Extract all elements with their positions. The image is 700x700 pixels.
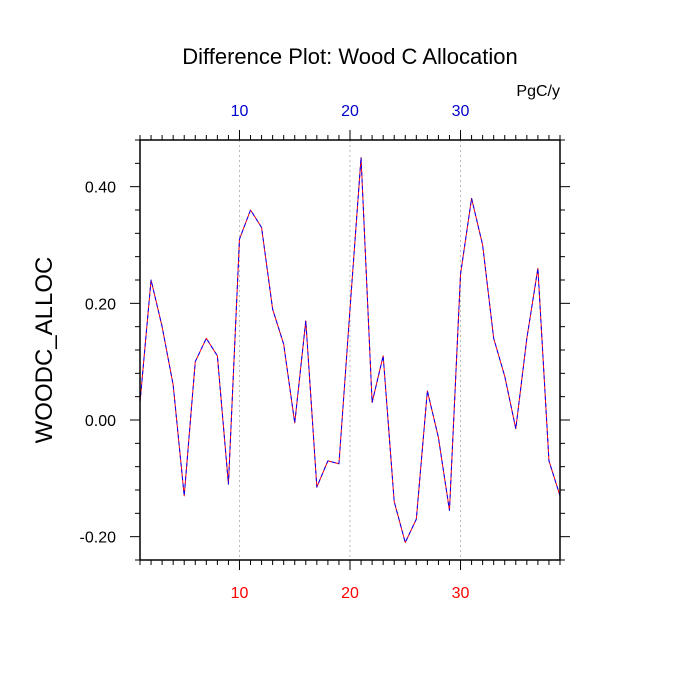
x-tick-label-top: 20 [341,103,359,120]
y-tick-label: 0.20 [85,296,116,313]
x-tick-label-top: 10 [231,103,249,120]
x-tick-label-bottom: 10 [231,585,249,602]
y-tick-label: -0.20 [80,530,117,547]
chart-title: Difference Plot: Wood C Allocation [182,44,517,69]
grid-lines [239,140,461,560]
x-tick-label-bottom: 30 [452,585,470,602]
series-line-b [139,157,561,543]
units-label: PgC/y [516,83,560,100]
y-tick-label: 0.00 [85,413,116,430]
y-axis-label: WOODC_ALLOC [31,257,58,444]
tick-labels: -0.20 0.00 0.20 0.40 10 20 30 10 20 30 [80,103,470,602]
series-lines [139,157,561,543]
plot-frame [139,139,561,561]
x-tick-label-bottom: 20 [341,585,359,602]
axis-ticks [130,130,570,570]
x-tick-label-top: 30 [452,103,470,120]
y-tick-label: 0.40 [85,180,116,197]
